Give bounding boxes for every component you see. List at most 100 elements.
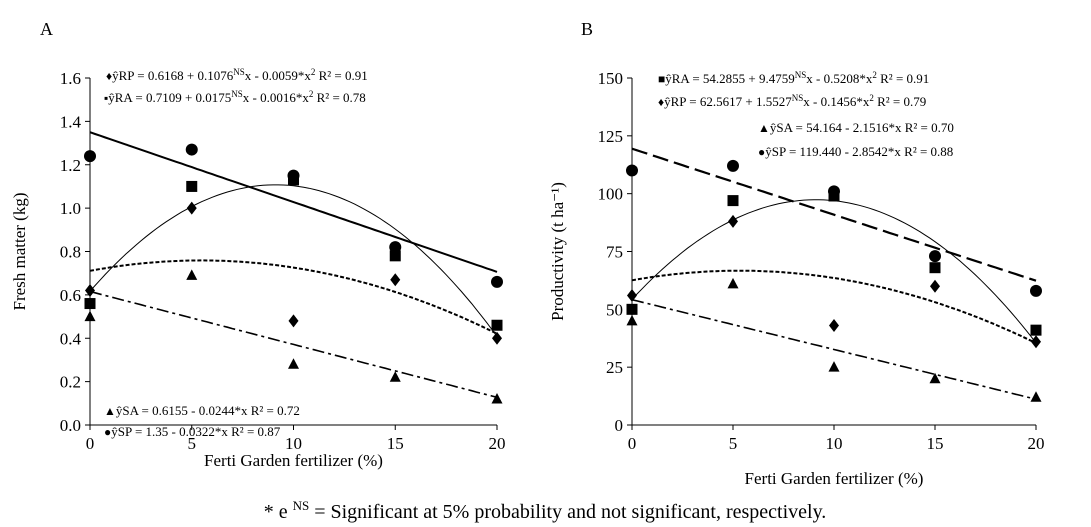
equation-symbol: ♦ bbox=[106, 69, 112, 83]
data-point-square bbox=[727, 195, 739, 207]
y-tick-label: 0.6 bbox=[60, 286, 81, 305]
y-tick-label: 100 bbox=[598, 185, 624, 204]
y-tick-label: 75 bbox=[606, 243, 623, 262]
data-point-square bbox=[84, 298, 96, 310]
data-point-square bbox=[186, 180, 198, 192]
y-tick-label: 0.2 bbox=[60, 373, 81, 392]
footnote-prefix: * e bbox=[264, 501, 293, 523]
data-point-triangle bbox=[84, 310, 96, 322]
y-tick-label: 150 bbox=[598, 69, 624, 88]
x-tick-label: 0 bbox=[86, 434, 95, 453]
data-point-circle bbox=[626, 164, 638, 177]
data-point-square bbox=[389, 250, 401, 262]
data-point-circle bbox=[84, 150, 96, 163]
data-point-circle bbox=[185, 143, 198, 156]
data-point-triangle bbox=[828, 361, 840, 372]
data-point-diamond bbox=[492, 331, 502, 345]
data-point-circle bbox=[727, 159, 739, 172]
x-tick-label: 20 bbox=[1028, 434, 1045, 453]
equation-text: ŷRP = 62.5617 + 1.5527 bbox=[664, 94, 792, 109]
chart-panel-a: A 0.0 0.2 0.4 0.6 0.8 1.0 1.2 1.4 1.6 0 5 10 15 20 Fert… bbox=[10, 19, 506, 470]
data-point-square bbox=[626, 303, 638, 315]
data-point-square bbox=[929, 262, 941, 274]
equation-label: ●ŷSP = 119.440 - 2.8542*x R² = 0.88 bbox=[758, 144, 953, 159]
equation-symbol: ▲ bbox=[758, 121, 770, 135]
equation-superscript: NS bbox=[233, 67, 245, 77]
fit-line-triangle bbox=[89, 290, 498, 399]
equation-label: ▲ŷSA = 54.164 - 2.1516*x R² = 0.70 bbox=[758, 120, 954, 135]
y-tick-label: 50 bbox=[606, 300, 623, 319]
x-axis-title: Ferti Garden fertilizer (%) bbox=[204, 451, 383, 470]
equation-text: ŷSA = 54.164 - 2.1516*x R² = 0.70 bbox=[770, 120, 954, 135]
equation-text: x - 0.1456*x bbox=[803, 94, 870, 109]
data-point-diamond bbox=[85, 284, 95, 298]
data-point-circle bbox=[389, 241, 402, 254]
y-tick-label: 1.0 bbox=[60, 199, 81, 218]
data-point-diamond bbox=[288, 314, 299, 328]
data-point-circle bbox=[929, 250, 941, 263]
equation-label: ●ŷSP = 1.35 - 0.0322*x R² = 0.87 bbox=[104, 424, 281, 439]
x-tick-label: 20 bbox=[489, 434, 506, 453]
y-tick-label: 1.4 bbox=[60, 112, 82, 131]
fit-line-circle bbox=[631, 147, 1037, 282]
footnote-text: = Significant at 5% probability and not … bbox=[309, 501, 826, 523]
equation-superscript: 2 bbox=[869, 93, 874, 103]
x-tick-label: 10 bbox=[285, 434, 302, 453]
equation-superscript: 2 bbox=[872, 70, 877, 80]
equation-superscript: NS bbox=[792, 93, 804, 103]
equation-label: ▪ŷRA = 0.7109 + 0.0175NSx - 0.0016*x2 R²… bbox=[104, 89, 366, 105]
equation-text: R² = 0.72 bbox=[247, 403, 299, 418]
equation-text: ŷSP = 1.35 - 0.0322*x bbox=[111, 424, 228, 439]
equation-text: ŷSP = 119.440 - 2.8542*x R² = 0.88 bbox=[765, 144, 953, 159]
data-point-triangle bbox=[186, 269, 198, 280]
x-tick-label: 15 bbox=[927, 434, 944, 453]
y-axis-title: Productivity (t ha⁻¹) bbox=[548, 182, 567, 321]
data-point-diamond bbox=[728, 214, 738, 228]
data-point-circle bbox=[1030, 284, 1042, 297]
equation-label: ♦ŷRP = 62.5617 + 1.5527NSx - 0.1456*x2 R… bbox=[658, 93, 926, 109]
equation-symbol: ● bbox=[758, 145, 765, 159]
equation-text: x - 0.0059*x bbox=[245, 68, 312, 83]
equation-superscript: 2 bbox=[311, 67, 316, 77]
panel-label: A bbox=[40, 19, 53, 39]
y-tick-label: 0.4 bbox=[60, 329, 82, 348]
data-point-square bbox=[1030, 324, 1042, 336]
data-point-triangle bbox=[389, 371, 401, 382]
equation-text: ŷRA = 54.2855 + 9.4759 bbox=[665, 71, 795, 86]
footnote: * e NS = Significant at 5% probability a… bbox=[264, 498, 827, 523]
x-tick-label: 0 bbox=[628, 434, 637, 453]
data-point-circle bbox=[828, 185, 840, 198]
equation-text: x - 0.5208*x bbox=[806, 71, 873, 86]
y-tick-label: 125 bbox=[598, 127, 624, 146]
data-point-triangle bbox=[626, 314, 638, 326]
equation-text: R² = 0.91 bbox=[315, 68, 367, 83]
data-point-diamond bbox=[1031, 335, 1041, 349]
equation-superscript: 2 bbox=[309, 89, 314, 99]
y-tick-label: 1.6 bbox=[60, 69, 81, 88]
equation-text: ŷRP = 0.6168 + 0.1076 bbox=[112, 68, 234, 83]
data-point-circle bbox=[287, 169, 300, 182]
equation-text: R² = 0.91 bbox=[877, 71, 929, 86]
data-point-triangle bbox=[1030, 391, 1042, 402]
equation-symbol: ▪ bbox=[104, 91, 108, 105]
fit-line-circle bbox=[89, 131, 498, 273]
equation-text: R² = 0.79 bbox=[874, 94, 926, 109]
equation-text: R² = 0.87 bbox=[228, 424, 281, 439]
data-point-triangle bbox=[929, 372, 941, 384]
fit-line-diamond bbox=[631, 269, 1037, 345]
data-point-triangle bbox=[288, 358, 299, 369]
equation-symbol: ● bbox=[104, 425, 111, 439]
x-tick-label: 10 bbox=[826, 434, 843, 453]
equation-label: ♦ŷRP = 0.6168 + 0.1076NSx - 0.0059*x2 R²… bbox=[106, 67, 368, 83]
equation-superscript: NS bbox=[231, 89, 243, 99]
data-point-diamond bbox=[390, 273, 401, 287]
data-point-square bbox=[491, 319, 503, 331]
x-tick-label: 15 bbox=[387, 434, 404, 453]
x-tick-label: 5 bbox=[188, 434, 197, 453]
data-point-circle bbox=[491, 275, 503, 288]
y-tick-label: 0 bbox=[615, 416, 624, 435]
equation-superscript: NS bbox=[795, 70, 807, 80]
chart-panel-b: B 0 25 50 75 100 125 150 0 5 10 15 20 Ferti Garden fe… bbox=[548, 19, 1045, 488]
fit-line-triangle bbox=[631, 298, 1037, 400]
